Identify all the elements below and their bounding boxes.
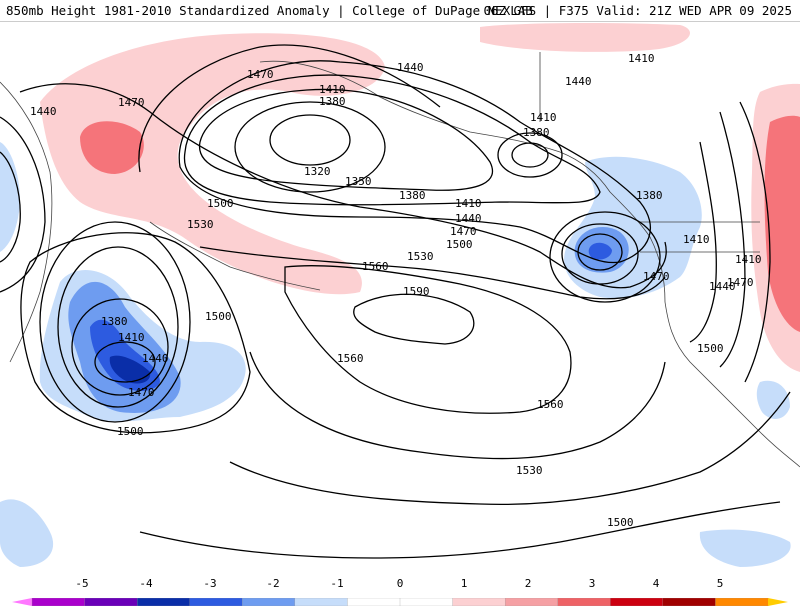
colorbar-left-extension <box>12 598 32 606</box>
colorbar-right-extension <box>768 598 788 606</box>
contour-label: 1320 <box>304 165 331 178</box>
colorbar: -5 -4 -3 -2 -1 0 1 2 3 4 5 <box>0 575 800 600</box>
colorbar-tick: 0 <box>397 577 404 590</box>
contour-label: 1590 <box>403 285 430 298</box>
contour-low-1320 <box>270 115 350 165</box>
contour-label: 1500 <box>607 516 634 529</box>
contour-label: 1440 <box>397 61 424 74</box>
contour-label: 1470 <box>450 225 477 238</box>
contour-label: 1380 <box>101 315 128 328</box>
contour-1410 <box>184 75 600 205</box>
colorbar-segment <box>453 598 506 606</box>
contour-1530-south <box>250 352 665 459</box>
contour-label: 1380 <box>523 126 550 139</box>
contour-label: 1350 <box>345 175 372 188</box>
colorbar-segment <box>295 598 348 606</box>
contour-label: 1530 <box>407 250 434 263</box>
contour-label: 1470 <box>643 270 670 283</box>
negative-anomaly-sw <box>0 499 53 567</box>
header-bar: 850mb Height 1981-2010 Standardized Anom… <box>0 0 800 22</box>
contour-1500-south <box>230 392 790 504</box>
negative-anomaly-coast <box>564 157 702 299</box>
contour-label: 1500 <box>207 197 234 210</box>
colorbar-segment <box>85 598 138 606</box>
colorbar-tick: 2 <box>525 577 532 590</box>
contour-label: 1410 <box>455 197 482 210</box>
colorbar-tick: -5 <box>75 577 88 590</box>
colorbar-tick: 4 <box>653 577 660 590</box>
map-panel: 1470 1440 1470 1410 1380 1320 1350 1380 … <box>0 22 800 575</box>
colorbar-segment <box>715 598 768 606</box>
contour-label: 1440 <box>455 212 482 225</box>
colorbar-segment <box>347 598 400 606</box>
colorbar-tick: 3 <box>589 577 596 590</box>
contour-label: 1560 <box>537 398 564 411</box>
contour-label: 1410 <box>530 111 557 124</box>
colorbar-svg <box>12 598 788 606</box>
contour-label: 1380 <box>636 189 663 202</box>
colorbar-segment <box>242 598 295 606</box>
contour-gulf-low <box>512 143 548 167</box>
contour-1500-sw <box>140 502 780 558</box>
contour-label: 1470 <box>128 386 155 399</box>
colorbar-tick: 5 <box>717 577 724 590</box>
positive-anomaly-region-top <box>480 23 690 52</box>
colorbar-segment <box>663 598 716 606</box>
contour-label: 1410 <box>628 52 655 65</box>
contour-label: 1410 <box>683 233 710 246</box>
colorbar-segment <box>137 598 190 606</box>
contour-label: 1440 <box>709 280 736 293</box>
colorbar-tick: -4 <box>139 577 152 590</box>
contour-label: 1470 <box>118 96 145 109</box>
contour-1590 <box>354 294 474 344</box>
contour-east-2 <box>720 112 745 367</box>
contour-label: 1380 <box>319 95 346 108</box>
colorbar-segment <box>558 598 611 606</box>
contour-label: 1410 <box>118 331 145 344</box>
contour-label: 1440 <box>142 352 169 365</box>
contour-label: 1470 <box>247 68 274 81</box>
colorbar-segment <box>32 598 85 606</box>
colorbar-tick: -2 <box>266 577 279 590</box>
contour-label: 1380 <box>399 189 426 202</box>
negative-anomaly-south <box>700 530 791 567</box>
contour-label: 1500 <box>205 310 232 323</box>
colorbar-segment <box>400 598 453 606</box>
contour-label: 1410 <box>735 253 762 266</box>
contour-label: 1530 <box>187 218 214 231</box>
colorbar-tick: -1 <box>330 577 343 590</box>
contour-label: 1440 <box>565 75 592 88</box>
map-title: 850mb Height 1981-2010 Standardized Anom… <box>6 3 533 18</box>
contour-label: 1560 <box>362 260 389 273</box>
contour-label: 1500 <box>446 238 473 251</box>
contour-label: 1560 <box>337 352 364 365</box>
model-run-info: 06Z GFS | F375 Valid: 21Z WED APR 09 202… <box>483 3 792 18</box>
colorbar-tick: -3 <box>203 577 216 590</box>
colorbar-segment <box>505 598 558 606</box>
contour-label: 1500 <box>117 425 144 438</box>
colorbar-segment <box>190 598 243 606</box>
colorbar-tick: 1 <box>461 577 468 590</box>
colorbar-strip <box>12 591 788 599</box>
contour-label: 1530 <box>516 464 543 477</box>
contour-label: 1440 <box>30 105 57 118</box>
map-graphic: 1470 1440 1470 1410 1380 1320 1350 1380 … <box>0 22 800 575</box>
contour-label: 1500 <box>697 342 724 355</box>
colorbar-segment <box>610 598 663 606</box>
